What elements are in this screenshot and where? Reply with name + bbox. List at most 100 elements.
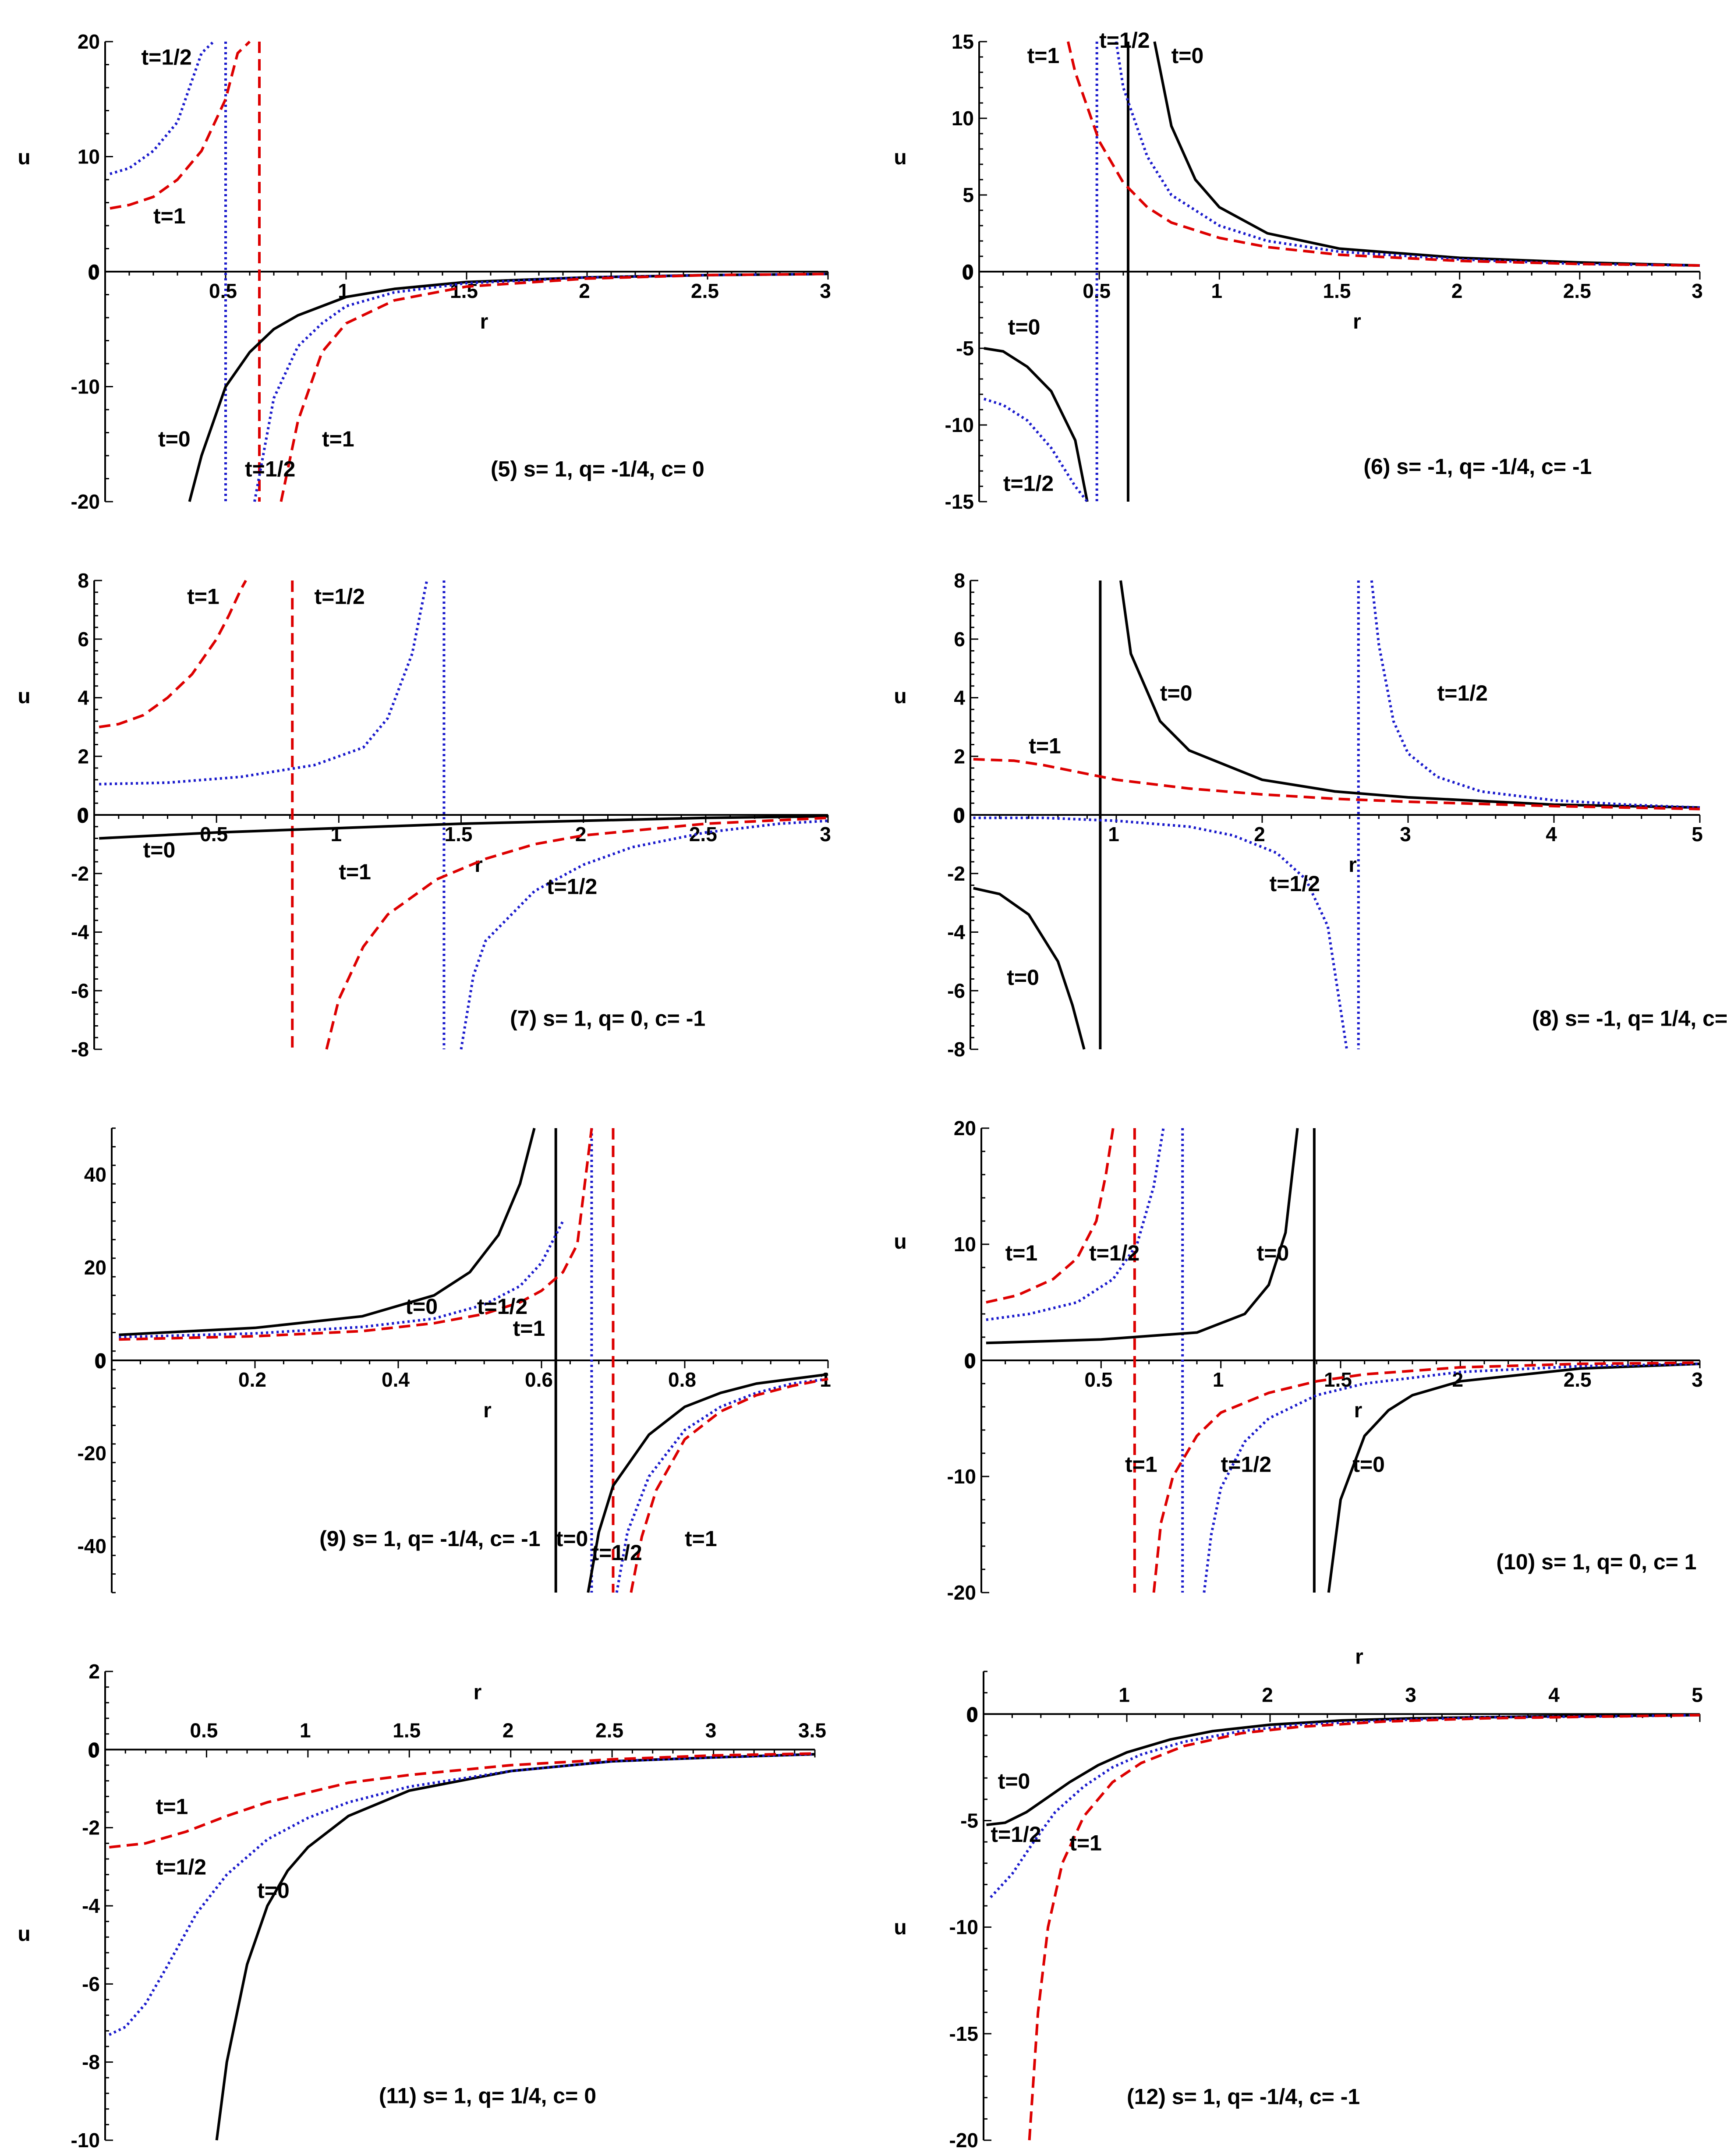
x-tick-label: 0.4: [382, 1368, 410, 1391]
y-tick-label: -10: [949, 1916, 978, 1939]
y-tick-label: -8: [82, 2051, 100, 2074]
curve-label: t=0: [1171, 43, 1204, 68]
chart-title: (8) s= -1, q= 1/4, c= 1: [1532, 1006, 1727, 1031]
x-tick-label: 2: [1262, 1683, 1273, 1706]
x-tick-label: 1: [1108, 823, 1119, 846]
curve-label: t=0: [1257, 1241, 1289, 1265]
y-tick-label: 0: [963, 260, 974, 283]
series-line: [1370, 580, 1700, 809]
curve-label: t=1/2: [1003, 471, 1054, 496]
x-tick-label: 2: [503, 1719, 514, 1742]
y-tick-label: 40: [84, 1163, 106, 1186]
x-tick-label: 1: [1118, 1683, 1130, 1706]
y-axis-label: u: [894, 146, 906, 169]
x-tick-label: 5: [1692, 1683, 1703, 1706]
y-tick-label: 0: [95, 1349, 106, 1372]
y-tick-label: -20: [71, 490, 100, 513]
chart-title: (10) s= 1, q= 0, c= 1: [1496, 1550, 1696, 1574]
series-line: [119, 1220, 564, 1338]
x-tick-label: 4: [1548, 1683, 1560, 1706]
y-tick-label: -10: [945, 414, 974, 436]
y-tick-label: 4: [954, 687, 965, 709]
chart-title: (5) s= 1, q= -1/4, c= 0: [491, 457, 704, 481]
curve-label: t=1: [1069, 1831, 1102, 1855]
curve-label: t=1: [513, 1316, 545, 1341]
series-line: [986, 1128, 1165, 1321]
origin-label: 0: [962, 261, 973, 284]
series-line: [99, 580, 428, 786]
series-line: [1153, 41, 1700, 267]
curve-label: t=1/2: [1099, 28, 1150, 53]
series-line: [1066, 41, 1700, 267]
x-tick-label: 2.5: [595, 1719, 623, 1742]
curve-label: t=0: [1352, 1452, 1385, 1476]
curve-label: t=1: [153, 204, 186, 228]
series-line: [109, 1752, 815, 1849]
curve-label: t=1: [685, 1526, 717, 1551]
series-line: [986, 1128, 1299, 1345]
curve-label: t=1/2: [315, 584, 365, 609]
y-tick-label: 10: [78, 145, 100, 168]
y-axis-label: u: [894, 685, 906, 708]
series-line: [615, 1377, 828, 1593]
series-line: [984, 397, 1089, 503]
y-tick-label: 0: [965, 1349, 976, 1372]
y-tick-label: -8: [71, 1038, 89, 1061]
x-tick-label: 2: [579, 280, 590, 302]
origin-label: 0: [88, 261, 99, 284]
y-tick-label: 20: [84, 1256, 106, 1279]
x-tick-label: 1: [300, 1719, 311, 1742]
x-axis-label: r: [1354, 1399, 1362, 1422]
y-tick-label: -10: [947, 1465, 976, 1488]
y-tick-label: -6: [947, 979, 965, 1002]
x-tick-label: 5: [1692, 823, 1703, 846]
curve-label: t=1: [156, 1794, 188, 1819]
y-tick-label: 5: [963, 184, 974, 206]
y-tick-label: 0: [88, 260, 100, 283]
curve-label: t=1: [1027, 43, 1060, 68]
y-tick-label: -4: [71, 921, 89, 944]
chart-title: (7) s= 1, q= 0, c= -1: [510, 1006, 705, 1031]
x-tick-label: 0.5: [209, 280, 237, 302]
x-tick-label: 3: [1405, 1683, 1416, 1706]
y-tick-label: 10: [954, 1233, 976, 1256]
curve-label: t=1: [1005, 1241, 1038, 1265]
y-tick-label: -4: [947, 921, 965, 944]
series-line: [280, 273, 828, 502]
curve-label: t=1: [187, 584, 219, 609]
origin-label: 0: [964, 1350, 975, 1373]
y-tick-label: -10: [71, 375, 100, 398]
chart-title: (6) s= -1, q= -1/4, c= -1: [1363, 454, 1592, 479]
x-axis-label: r: [480, 310, 488, 333]
y-tick-label: -20: [78, 1442, 106, 1465]
series-line: [119, 1128, 536, 1336]
chart-title: (9) s= 1, q= -1/4, c= -1: [319, 1526, 540, 1551]
series-line: [110, 41, 251, 210]
curve-label: t=1/2: [245, 457, 295, 481]
series-line: [99, 815, 828, 840]
x-tick-label: 0.6: [525, 1368, 553, 1391]
series-line: [1327, 1362, 1700, 1593]
x-tick-label: 1: [1213, 1368, 1224, 1391]
origin-label: 0: [966, 1703, 977, 1726]
origin-label: 0: [77, 804, 88, 827]
y-tick-label: 0: [967, 1703, 978, 1725]
x-axis-label: r: [1355, 1645, 1363, 1668]
y-axis-label: u: [894, 1916, 906, 1939]
y-tick-label: -8: [947, 1038, 965, 1061]
curve-label: t=0: [556, 1526, 588, 1551]
curve-label: t=1: [339, 860, 371, 884]
x-tick-label: 0.8: [668, 1368, 696, 1391]
curve-label: t=0: [1008, 315, 1040, 340]
x-tick-label: 3: [1692, 1368, 1703, 1391]
y-tick-label: 0: [88, 1738, 100, 1761]
series-line: [215, 1753, 815, 2141]
y-tick-label: 15: [952, 30, 974, 53]
y-tick-label: 2: [954, 745, 965, 768]
curve-label: t=1: [1029, 734, 1061, 758]
x-axis-label: r: [474, 1681, 482, 1704]
x-axis-label: r: [483, 1399, 492, 1422]
series-line: [460, 819, 828, 1050]
